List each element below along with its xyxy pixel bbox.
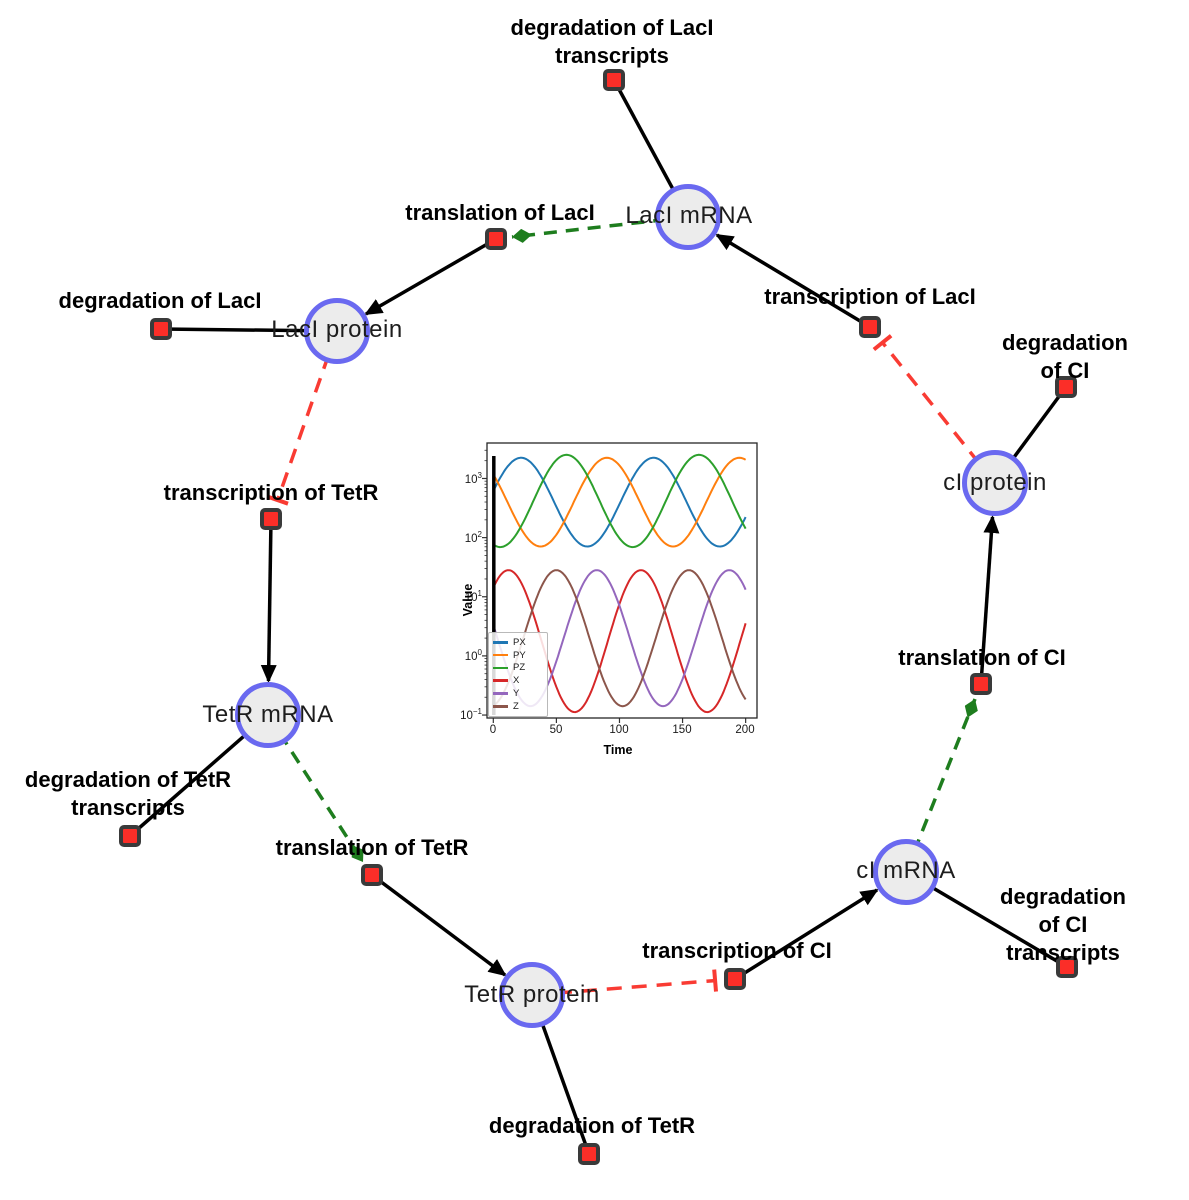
legend-swatch-y [493, 692, 508, 695]
legend-item-z: Z [493, 700, 543, 713]
xtick-200: 200 [735, 724, 755, 736]
reaction-node-transcription-ci[interactable] [724, 968, 746, 990]
ytick-1e0: 100 [464, 648, 482, 663]
inset-timecourse-chart: 103 102 101 100 10−1 0 50 100 150 200 Ti… [455, 438, 770, 763]
xtick-150: 150 [672, 724, 692, 736]
species-node-ci-mrna[interactable] [873, 839, 939, 905]
tbar-transcription-tetr [266, 494, 289, 506]
chart-curve-PY [492, 456, 747, 548]
reaction-node-transcription-laci[interactable] [859, 316, 881, 338]
species-label-ci-protein: cI protein [943, 469, 1047, 496]
reaction-label-degradation-ci-transcripts: degradation of CI transcripts [1000, 884, 1126, 965]
species-node-ci-protein[interactable] [962, 450, 1028, 516]
edge-translation-laci-to-protein [364, 237, 497, 316]
edge-translation-tetr-to-protein [370, 873, 507, 977]
chart-curve-PZ [492, 453, 747, 549]
ytick-1e3: 103 [464, 471, 482, 486]
xtick-0: 0 [489, 724, 497, 736]
ytick-1e2: 102 [464, 530, 482, 545]
species-label-laci-mrna: LacI mRNA [625, 202, 753, 229]
reaction-node-degradation-laci-transcripts[interactable] [603, 69, 625, 91]
chart-curve-Z [492, 569, 747, 708]
reaction-label-degradation-laci-transcripts: degradation of LacI transcripts [510, 15, 714, 68]
legend-swatch-z [493, 705, 508, 708]
legend-swatch-x [493, 679, 508, 683]
reaction-label-translation-laci: translation of LacI [405, 200, 595, 225]
reaction-node-degradation-ci[interactable] [1055, 376, 1077, 398]
chart-x-axis-label: Time [603, 743, 633, 757]
tbar-transcription-laci [872, 334, 893, 352]
legend-item-pz: PZ [493, 662, 543, 675]
reaction-label-degradation-ci: degradation of CI [1002, 330, 1128, 383]
species-label-tetr-protein: TetR protein [464, 981, 600, 1008]
species-label-laci-protein: LacI protein [271, 316, 403, 343]
legend-item-px: PX [493, 636, 543, 649]
chart-frame [486, 442, 758, 719]
xtick-100: 100 [609, 724, 629, 736]
reaction-label-degradation-laci: degradation of LacI [58, 288, 262, 313]
edge-transcription-tetr-to-mrna [260, 518, 277, 683]
reaction-label-transcription-tetr: transcription of TetR [163, 480, 379, 505]
reaction-label-degradation-tetr-transcripts: degradation of TetR transcripts [24, 767, 232, 820]
reaction-node-degradation-tetr-transcripts[interactable] [119, 825, 141, 847]
legend-swatch-px [493, 641, 508, 644]
chart-y-axis-label: Value [461, 583, 475, 617]
reaction-node-translation-tetr[interactable] [361, 864, 383, 886]
species-node-laci-protein[interactable] [304, 298, 370, 364]
reaction-node-degradation-ci-transcripts[interactable] [1056, 956, 1078, 978]
reaction-label-transcription-laci: transcription of LacI [764, 284, 976, 309]
edge-transcription-laci-to-mrna [715, 233, 871, 329]
species-node-tetr-mrna[interactable] [235, 682, 301, 748]
legend-swatch-pz [493, 666, 508, 670]
chart-curve-PX [492, 456, 747, 548]
legend-swatch-py [493, 653, 508, 657]
xtick-50: 50 [549, 724, 563, 736]
reaction-label-translation-ci: translation of CI [898, 645, 1066, 670]
chart-legend: PX PY PZ X Y Z [488, 632, 548, 717]
tbar-transcription-ci [712, 969, 718, 992]
reaction-node-transcription-tetr[interactable] [260, 508, 282, 530]
reaction-node-translation-ci[interactable] [970, 673, 992, 695]
species-node-tetr-protein[interactable] [499, 962, 565, 1028]
reaction-node-translation-laci[interactable] [485, 228, 507, 250]
reaction-label-degradation-tetr: degradation of TetR [488, 1113, 696, 1138]
edge-transcription-ci-to-mrna [734, 888, 879, 981]
reaction-label-translation-tetr: translation of TetR [275, 835, 469, 860]
species-label-ci-mrna: cI mRNA [856, 857, 956, 884]
edge-translation-ci-to-protein [979, 515, 1000, 685]
species-node-laci-mrna[interactable] [655, 184, 721, 250]
reaction-node-degradation-tetr[interactable] [578, 1143, 600, 1165]
legend-item-py: PY [493, 649, 543, 662]
ytick-1e1: 101 [464, 589, 482, 604]
species-label-tetr-mrna: TetR mRNA [202, 701, 334, 728]
ytick-1e-1: 10−1 [460, 707, 482, 722]
legend-item-y: Y [493, 687, 543, 700]
reaction-label-transcription-ci: transcription of CI [642, 938, 832, 963]
legend-item-x: X [493, 674, 543, 687]
reaction-node-degradation-laci[interactable] [150, 318, 172, 340]
